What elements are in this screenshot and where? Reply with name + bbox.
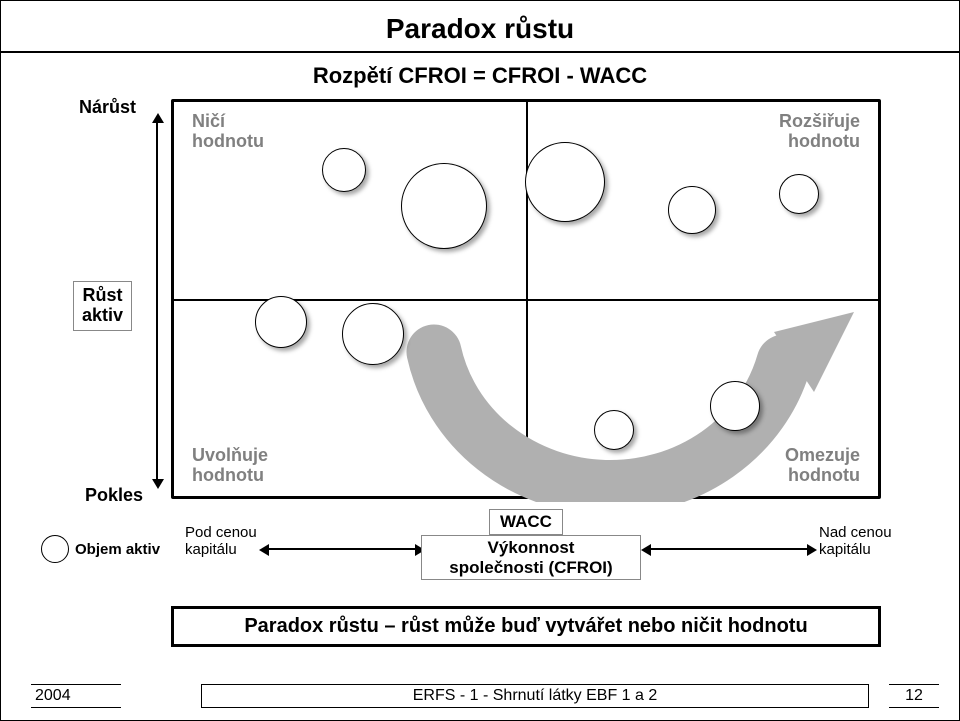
axis-x-right-arrow [649,548,809,550]
axis-x-left-arrow [267,548,417,550]
page-title: Paradox růstu [1,13,959,45]
axis-y-mid-label: Růst aktiv [73,281,132,331]
footer-mid: ERFS - 1 - Shrnutí látky EBF 1 a 2 [201,684,869,708]
paradox-statement: Paradox růstu – růst může buď vytvářet n… [171,606,881,647]
legend-bubble-label: Objem aktiv [75,541,160,558]
bubble [342,303,404,365]
footer-page: 12 [889,684,939,708]
bubble [710,381,760,431]
q-label-bottom-right: Omezuje hodnotu [779,444,866,488]
q-label-top-left: Ničí hodnotu [186,110,270,154]
legend-bubble-icon [41,535,69,563]
title-rule [1,51,959,53]
axis-x-wacc-label: WACC [489,509,563,535]
footer-year: 2004 [31,684,121,708]
axis-x-mid-label: Výkonnost společnosti (CFROI) [421,535,641,580]
subtitle: Rozpětí CFROI = CFROI - WACC [1,63,959,89]
axis-x-right-label: Nad cenou kapitálu [819,525,892,558]
axis-y-arrow [156,121,158,481]
bubble [779,174,819,214]
bubble [525,142,605,222]
footer: 2004 ERFS - 1 - Shrnutí látky EBF 1 a 2 … [1,680,959,708]
q-label-top-right: Rozšiřuje hodnotu [773,110,866,154]
q-label-bottom-left: Uvolňuje hodnotu [186,444,274,488]
slide: Paradox růstu Rozpětí CFROI = CFROI - WA… [0,0,960,721]
bubble [594,410,634,450]
quadrant-frame: Ničí hodnotu Rozšiřuje hodnotu Uvolňuje … [171,99,881,499]
bubble [668,186,716,234]
axis-y-top-label: Nárůst [79,97,136,118]
bubble [255,296,307,348]
bubble [401,163,487,249]
axis-x-left-label: Pod cenou kapitálu [185,525,257,558]
axis-y-bottom-label: Pokles [85,485,143,506]
